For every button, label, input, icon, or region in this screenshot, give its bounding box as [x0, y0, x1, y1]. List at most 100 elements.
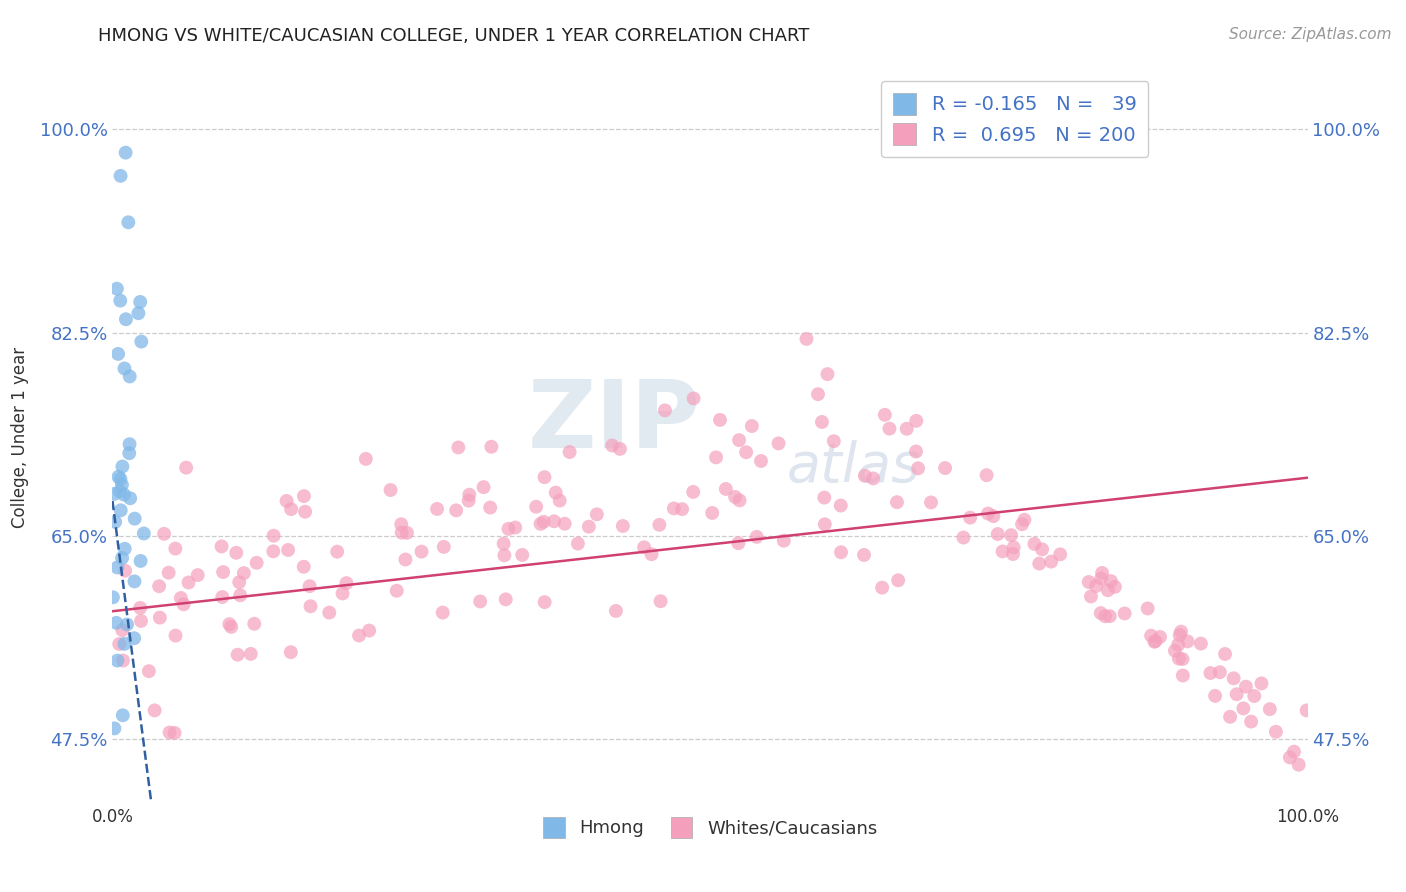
- Point: [298, 579, 321, 593]
- Point: [118, 369, 141, 384]
- Point: [1167, 651, 1189, 665]
- Point: [533, 470, 555, 484]
- Point: [277, 543, 299, 558]
- Point: [612, 519, 634, 533]
- Point: [111, 459, 134, 474]
- Point: [952, 531, 974, 545]
- Point: [107, 347, 129, 361]
- Point: [796, 332, 818, 346]
- Point: [735, 445, 758, 459]
- Point: [165, 541, 187, 556]
- Point: [118, 437, 141, 451]
- Point: [105, 560, 128, 574]
- Point: [187, 568, 209, 582]
- Point: [510, 548, 533, 562]
- Point: [115, 617, 138, 632]
- Point: [1226, 687, 1249, 701]
- Text: Source: ZipAtlas.com: Source: ZipAtlas.com: [1229, 27, 1392, 42]
- Point: [1049, 547, 1071, 561]
- Point: [457, 493, 479, 508]
- Point: [432, 606, 454, 620]
- Point: [1140, 629, 1163, 643]
- Point: [1149, 630, 1171, 644]
- Point: [503, 520, 526, 534]
- Point: [772, 533, 794, 548]
- Point: [879, 422, 901, 436]
- Point: [411, 544, 433, 558]
- Point: [347, 628, 370, 642]
- Point: [682, 484, 704, 499]
- Point: [830, 499, 852, 513]
- Point: [578, 519, 600, 533]
- Point: [138, 664, 160, 678]
- Point: [704, 450, 727, 465]
- Point: [1232, 701, 1254, 715]
- Point: [129, 614, 152, 628]
- Point: [111, 708, 134, 723]
- Point: [976, 468, 998, 483]
- Point: [395, 525, 418, 540]
- Point: [650, 594, 672, 608]
- Point: [1243, 689, 1265, 703]
- Point: [745, 530, 768, 544]
- Point: [110, 503, 132, 517]
- Point: [987, 527, 1010, 541]
- Point: [905, 414, 928, 428]
- Point: [1171, 652, 1194, 666]
- Point: [728, 433, 751, 447]
- Point: [648, 517, 671, 532]
- Point: [702, 506, 724, 520]
- Point: [567, 536, 589, 550]
- Point: [714, 482, 737, 496]
- Point: [817, 367, 839, 381]
- Point: [359, 624, 381, 638]
- Point: [129, 554, 152, 568]
- Point: [1000, 528, 1022, 542]
- Point: [1219, 710, 1241, 724]
- Point: [1090, 606, 1112, 620]
- Point: [118, 446, 141, 460]
- Point: [479, 440, 502, 454]
- Point: [124, 511, 146, 525]
- Point: [229, 588, 252, 602]
- Point: [280, 502, 302, 516]
- Point: [671, 502, 693, 516]
- Point: [654, 403, 676, 417]
- Point: [709, 413, 731, 427]
- Point: [1209, 665, 1232, 680]
- Point: [662, 501, 685, 516]
- Point: [1002, 541, 1025, 555]
- Point: [120, 491, 142, 506]
- Point: [1177, 634, 1199, 648]
- Point: [1011, 517, 1033, 532]
- Point: [862, 471, 884, 485]
- Point: [110, 293, 132, 308]
- Point: [326, 544, 349, 558]
- Point: [1090, 572, 1112, 586]
- Point: [1001, 547, 1024, 561]
- Point: [1168, 628, 1191, 642]
- Point: [887, 574, 910, 588]
- Point: [332, 586, 354, 600]
- Point: [262, 544, 284, 558]
- Point: [426, 502, 449, 516]
- Point: [447, 441, 470, 455]
- Point: [110, 169, 132, 183]
- Point: [444, 503, 467, 517]
- Point: [1136, 601, 1159, 615]
- Point: [1014, 513, 1036, 527]
- Point: [173, 597, 195, 611]
- Text: HMONG VS WHITE/CAUCASIAN COLLEGE, UNDER 1 YEAR CORRELATION CHART: HMONG VS WHITE/CAUCASIAN COLLEGE, UNDER …: [98, 27, 810, 45]
- Point: [127, 306, 149, 320]
- Point: [149, 610, 172, 624]
- Point: [174, 460, 197, 475]
- Point: [105, 282, 128, 296]
- Point: [1031, 542, 1053, 557]
- Legend: Hmong, Whites/Caucasians: Hmong, Whites/Caucasians: [536, 810, 884, 845]
- Point: [225, 546, 247, 560]
- Point: [218, 617, 240, 632]
- Point: [143, 703, 166, 717]
- Point: [479, 500, 502, 515]
- Point: [1144, 634, 1167, 648]
- Point: [103, 487, 125, 501]
